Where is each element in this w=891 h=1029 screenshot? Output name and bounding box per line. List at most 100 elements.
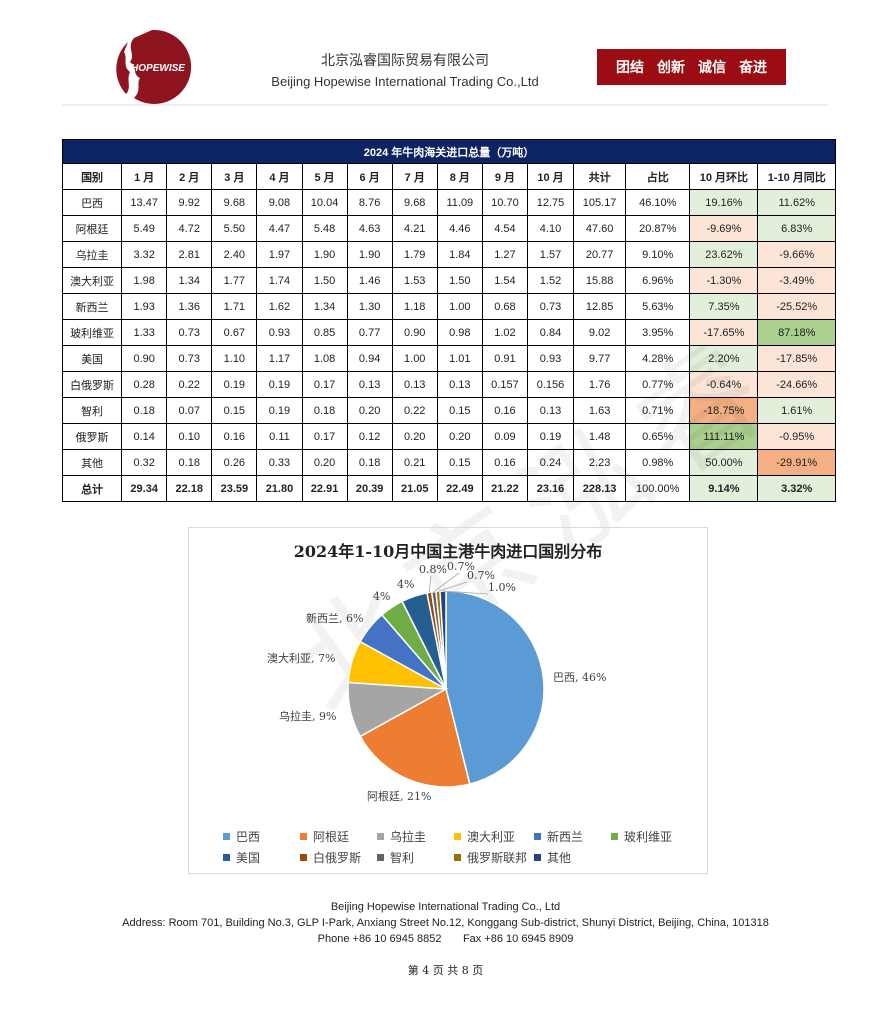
value-cell: 9.08 <box>256 189 303 216</box>
value-cell: 2.23 <box>573 449 627 476</box>
column-header: 共计 <box>573 163 627 190</box>
value-cell: 0.18 <box>301 397 348 424</box>
value-cell: -0.95% <box>757 423 836 450</box>
value-cell: 0.11 <box>256 423 303 450</box>
value-cell: 0.16 <box>481 397 528 424</box>
legend-swatch <box>454 854 461 861</box>
value-cell: -9.66% <box>757 241 836 268</box>
chart-legend: 巴西 阿根廷 乌拉圭 澳大利亚 新西兰 玻利维亚 美国 白俄罗斯 智利 俄罗斯联邦 其他 <box>223 826 703 868</box>
column-header: 国别 <box>61 163 123 190</box>
data-label: 0.7% <box>467 569 495 582</box>
legend-item: 智利 <box>377 847 454 868</box>
data-label: 巴西, 46% <box>553 671 606 684</box>
value-cell: 20.39 <box>346 475 393 502</box>
value-cell: 11.09 <box>436 189 483 216</box>
value-cell: -17.65% <box>689 319 759 346</box>
value-cell: 0.85 <box>301 319 348 346</box>
value-cell: 0.17 <box>301 371 348 398</box>
value-cell: 0.20 <box>301 449 348 476</box>
value-cell: 1.79 <box>391 241 438 268</box>
value-cell: 50.00% <box>689 449 759 476</box>
value-cell: 1.57 <box>526 241 575 268</box>
value-cell: 23.16 <box>526 475 575 502</box>
value-cell: 22.49 <box>436 475 483 502</box>
legend-label: 玻利维亚 <box>624 830 673 844</box>
legend-item: 澳大利亚 <box>454 826 534 847</box>
footer-fax: Fax +86 10 6945 8909 <box>462 933 574 945</box>
value-cell: 3.32 <box>121 241 168 268</box>
value-cell: 7.35% <box>689 293 759 320</box>
value-cell: 1.30 <box>346 293 393 320</box>
value-cell: -18.75% <box>689 397 759 424</box>
header-divider <box>62 104 828 106</box>
value-cell: 1.18 <box>391 293 438 320</box>
value-cell: 4.21 <box>391 215 438 242</box>
leader-line <box>442 590 489 595</box>
value-cell: 4.72 <box>166 215 213 242</box>
value-cell: 1.00 <box>436 293 483 320</box>
value-cell: 15.88 <box>573 267 627 294</box>
pie-slice <box>445 590 545 785</box>
country-cell: 巴西 <box>61 189 123 216</box>
value-cell: 1.61% <box>757 397 836 424</box>
value-cell: 0.32 <box>121 449 168 476</box>
legend-label: 新西兰 <box>547 830 584 844</box>
country-cell: 美国 <box>61 345 123 372</box>
table-row: 智利 0.18 0.07 0.15 0.19 0.18 0.20 0.22 0.15 0.16 0.… <box>61 397 836 424</box>
pie-svg: 巴西, 46% 阿根廷, 21% 乌拉圭, 9% 澳大利亚, 7% 新西兰, 6% 4% 4… <box>267 560 606 803</box>
data-label: 乌拉圭, 9% <box>279 709 336 723</box>
value-cell: 9.68 <box>211 189 258 216</box>
value-cell: 1.33 <box>121 319 168 346</box>
value-cell: 9.92 <box>166 189 213 216</box>
value-cell: 1.17 <box>256 345 303 372</box>
value-cell: 0.12 <box>346 423 393 450</box>
legend-swatch <box>300 854 307 861</box>
svg-text:HOPEWISE: HOPEWISE <box>131 63 185 74</box>
legend-label: 阿根廷 <box>313 830 350 844</box>
value-cell: 3.32% <box>757 475 836 502</box>
country-cell: 玻利维亚 <box>61 319 123 346</box>
value-cell: 0.10 <box>166 423 213 450</box>
legend-label: 巴西 <box>236 830 261 844</box>
value-cell: 9.02 <box>573 319 627 346</box>
value-cell: 1.93 <box>121 293 168 320</box>
value-cell: 0.91 <box>481 345 528 372</box>
value-cell: 1.97 <box>256 241 303 268</box>
legend-label: 乌拉圭 <box>390 830 427 844</box>
table-total-row: 总计 29.34 22.18 23.59 21.80 22.91 20.39 21.05 22.… <box>61 475 836 502</box>
value-cell: 1.76 <box>573 371 627 398</box>
value-cell: 4.10 <box>526 215 575 242</box>
hopewise-logo: HOPEWISE <box>116 29 192 104</box>
value-cell: 1.90 <box>346 241 393 268</box>
value-cell: 2.20% <box>689 345 759 372</box>
table-row: 阿根廷 5.49 4.72 5.50 4.47 5.48 4.63 4.21 4.46 4.54 4… <box>61 215 836 242</box>
value-cell: 11.62% <box>757 189 836 216</box>
value-cell: 20.87% <box>625 215 691 242</box>
value-cell: 2.40 <box>211 241 258 268</box>
value-cell: 0.93 <box>256 319 303 346</box>
value-cell: 0.77 <box>346 319 393 346</box>
table-row: 玻利维亚 1.33 0.73 0.67 0.93 0.85 0.77 0.90 0.98 1.02… <box>61 319 836 346</box>
value-cell: 0.157 <box>481 371 528 398</box>
legend-label: 澳大利亚 <box>467 830 516 844</box>
chart-title: 2024年1-10月中国主港牛肉进口国别分布 <box>293 542 603 561</box>
value-cell: 100.00% <box>625 475 691 502</box>
legend-swatch <box>300 833 307 840</box>
value-cell: 4.28% <box>625 345 691 372</box>
footer-address: Address: Room 701, Building No.3, GLP I-… <box>122 917 769 929</box>
value-cell: 21.05 <box>391 475 438 502</box>
value-cell: 0.33 <box>256 449 303 476</box>
value-cell: 10.70 <box>481 189 528 216</box>
value-cell: 0.98% <box>625 449 691 476</box>
value-cell: 4.47 <box>256 215 303 242</box>
country-cell: 其他 <box>61 449 123 476</box>
value-cell: 5.48 <box>301 215 348 242</box>
value-cell: 0.07 <box>166 397 213 424</box>
value-cell: 9.14% <box>689 475 759 502</box>
column-header: 7 月 <box>391 163 438 190</box>
value-cell: 0.13 <box>346 371 393 398</box>
legend-swatch <box>454 833 461 840</box>
data-label: 澳大利亚, 7% <box>267 651 335 665</box>
value-cell: 105.17 <box>573 189 627 216</box>
